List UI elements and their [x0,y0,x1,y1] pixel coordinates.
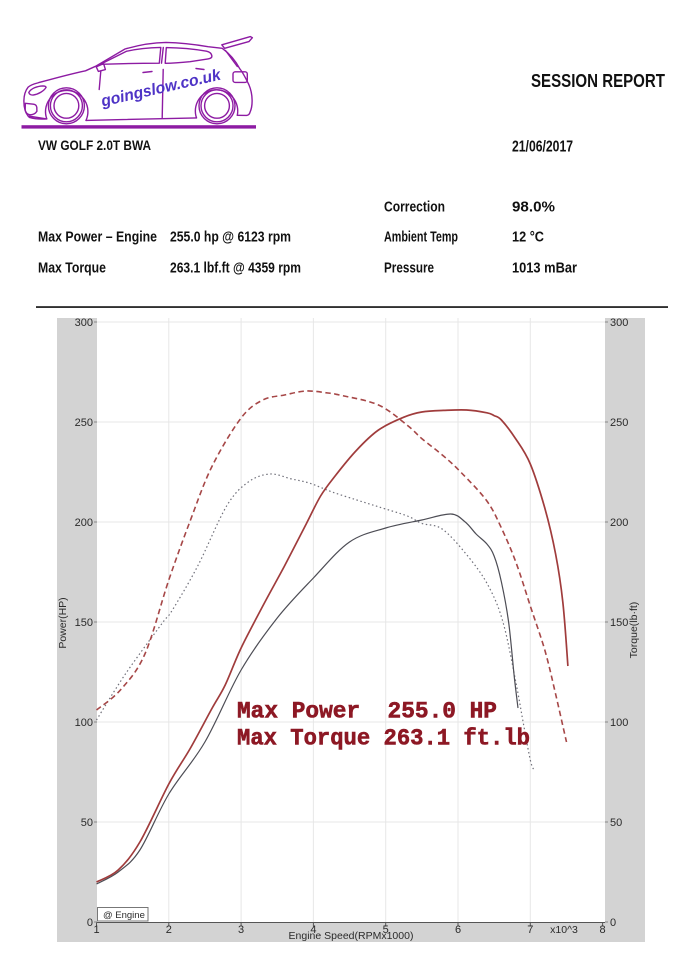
svg-text:Max Power 255.0 HP: Max Power 255.0 HP [237,699,497,725]
svg-text:200: 200 [610,517,628,529]
svg-text:Correction: Correction [384,200,445,216]
svg-text:SESSION REPORT: SESSION REPORT [531,70,666,91]
svg-text:VW GOLF 2.0T BWA: VW GOLF 2.0T BWA [38,138,151,153]
svg-text:Max Torque 263.1 ft.lb: Max Torque 263.1 ft.lb [237,726,530,752]
svg-text:0: 0 [610,917,616,929]
svg-text:150: 150 [610,617,628,629]
svg-text:300: 300 [610,317,628,329]
svg-text:Pressure: Pressure [384,260,434,276]
svg-text:3: 3 [238,924,244,936]
svg-text:7: 7 [527,924,533,936]
svg-text:5: 5 [383,924,389,936]
svg-text:Power(HP): Power(HP) [57,597,69,648]
svg-text:2: 2 [166,924,172,936]
svg-text:21/06/2017: 21/06/2017 [512,139,573,156]
svg-text:4: 4 [310,924,316,936]
svg-text:x10^3: x10^3 [550,924,578,936]
svg-text:Max Torque: Max Torque [38,260,106,276]
svg-text:Engine Speed(RPMx1000): Engine Speed(RPMx1000) [289,930,414,942]
svg-text:8: 8 [600,924,606,936]
svg-text:6: 6 [455,924,461,936]
svg-text:50: 50 [81,817,93,829]
svg-text:Ambient Temp: Ambient Temp [384,230,458,246]
svg-text:Max Power – Engine: Max Power – Engine [38,230,157,246]
svg-text:98.0%: 98.0% [512,200,555,216]
svg-text:Torque(lb·ft): Torque(lb·ft) [628,602,640,659]
svg-text:0: 0 [87,917,93,929]
svg-text:100: 100 [75,717,93,729]
svg-text:250: 250 [75,417,93,429]
svg-text:1: 1 [93,924,99,936]
svg-text:50: 50 [610,817,622,829]
svg-text:100: 100 [610,717,628,729]
svg-text:200: 200 [75,517,93,529]
svg-text:263.1 lbf.ft @ 4359 rpm: 263.1 lbf.ft @ 4359 rpm [170,260,301,276]
svg-text:1013 mBar: 1013 mBar [512,260,577,276]
svg-text:@ Engine: @ Engine [103,910,145,921]
svg-text:300: 300 [75,317,93,329]
svg-text:12 °C: 12 °C [512,230,544,246]
svg-text:150: 150 [75,617,93,629]
svg-text:255.0 hp @ 6123 rpm: 255.0 hp @ 6123 rpm [170,230,291,246]
svg-text:250: 250 [610,417,628,429]
